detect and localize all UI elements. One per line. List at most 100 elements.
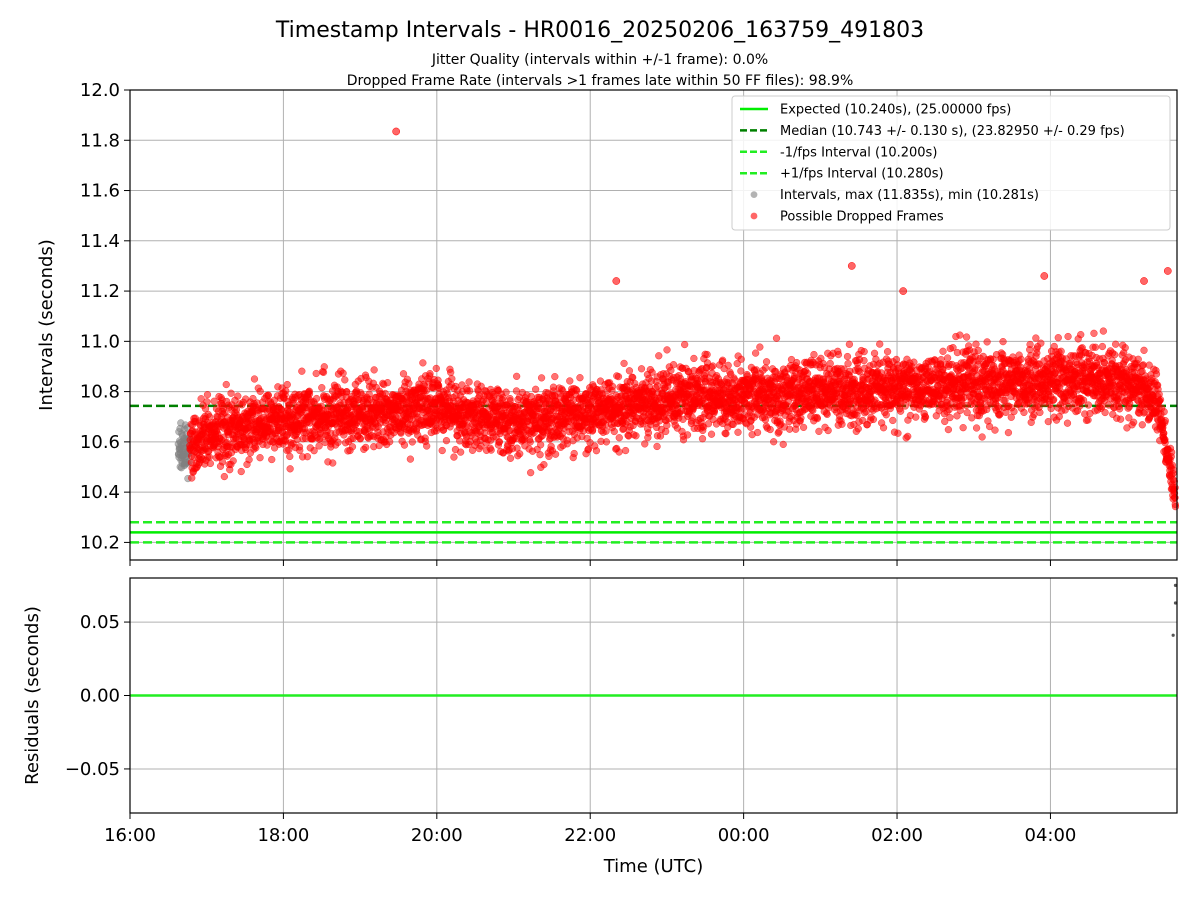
- dropped-frame-point: [584, 445, 593, 453]
- dropped-frame-point: [854, 425, 862, 433]
- dropped-frame-point: [1032, 334, 1040, 342]
- dropped-frame-point: [234, 392, 242, 400]
- dropped-frame-point: [531, 385, 540, 393]
- dropped-frame-point: [815, 427, 823, 436]
- dropped-frame-point: [956, 331, 964, 339]
- dropped-frame-point: [447, 368, 455, 377]
- dropped-frame-point: [1037, 339, 1045, 347]
- dropped-frame-point: [632, 432, 640, 440]
- dropped-frame-point: [939, 347, 947, 355]
- dropped-frame-point: [826, 359, 834, 368]
- dropped-frame-point: [991, 426, 999, 434]
- dropped-frame-point: [320, 363, 328, 371]
- dropped-frame-point: [1098, 342, 1107, 351]
- dropped-frame-point: [1057, 347, 1065, 355]
- dropped-frame-point: [343, 388, 351, 396]
- dropped-frame-point: [203, 398, 211, 406]
- dropped-frame-point: [983, 338, 991, 346]
- dropped-frame-point: [220, 472, 229, 481]
- dropped-frame-point: [889, 416, 897, 425]
- dropped-frame-point: [341, 376, 349, 384]
- dropped-frame-point: [707, 430, 716, 438]
- dropped-frame-point: [405, 379, 413, 387]
- dropped-frame-point: [502, 388, 510, 396]
- dropped-frame-point: [1054, 334, 1062, 342]
- dropped-frame-point: [737, 367, 745, 375]
- dropped-frame-point: [718, 356, 727, 364]
- dropped-frame-point: [312, 394, 321, 403]
- dropped-frame-point: [766, 425, 774, 434]
- dropped-frame-point: [876, 340, 884, 348]
- dropped-frame-point: [264, 391, 272, 399]
- dropped-frame-point: [527, 469, 535, 477]
- dropped-frame-point: [683, 431, 692, 439]
- dropped-frame-point: [751, 349, 760, 357]
- dropped-frame-point: [785, 425, 794, 433]
- dropped-frame-point: [734, 428, 742, 436]
- dropped-frame-point: [1121, 344, 1129, 352]
- dropped-frame-point: [408, 438, 416, 446]
- dropped-frame-point: [197, 395, 205, 403]
- dropped-frame-point: [615, 448, 623, 456]
- dropped-frame-point: [537, 374, 546, 382]
- dropped-frame-point: [690, 354, 698, 363]
- dropped-frame-point: [722, 430, 730, 438]
- dropped-frame-point: [370, 366, 378, 374]
- dropped-frame-point: [448, 375, 456, 383]
- dropped-frame-point: [709, 362, 717, 370]
- dropped-frame-point: [495, 438, 504, 446]
- dropped-frame-point: [756, 343, 764, 351]
- dropped-frame-point: [910, 358, 918, 366]
- dropped-frame-point: [516, 450, 524, 458]
- dropped-frame-point: [663, 421, 671, 430]
- dropped-frame-point: [1047, 404, 1055, 413]
- dropped-frame-point: [218, 458, 227, 466]
- dropped-frame-point: [465, 378, 473, 386]
- dropped-frame-point: [348, 443, 357, 451]
- dropped-frame-point: [227, 389, 235, 397]
- dropped-frame-point: [761, 364, 770, 372]
- dropped-frame-point: [256, 454, 264, 462]
- dropped-frame-point: [1050, 395, 1058, 404]
- dropped-frame-point: [1044, 417, 1052, 426]
- intervals-plot: 10.210.410.610.811.011.211.411.611.812.0…: [36, 80, 1180, 566]
- dropped-frame-point: [303, 453, 312, 461]
- dropped-frame-point: [1010, 407, 1018, 416]
- dropped-frame-point: [423, 442, 431, 450]
- dropped-frame-point: [655, 352, 663, 360]
- dropped-frame-point: [268, 455, 276, 464]
- dropped-frame-point: [974, 346, 982, 355]
- dropped-frame-point: [1084, 416, 1092, 424]
- dropped-frame-point: [644, 429, 653, 437]
- dropped-frame-point: [526, 438, 534, 446]
- dropped-frame-point: [813, 414, 822, 423]
- dropped-frame-point: [1004, 428, 1013, 437]
- dropped-frame-point: [901, 402, 909, 410]
- dropped-frame-point: [356, 435, 364, 443]
- dropped-frame-point: [799, 423, 808, 432]
- dropped-frame-point: [621, 446, 630, 455]
- dropped-frame-point: [641, 440, 649, 448]
- dropped-frame-point: [620, 359, 628, 368]
- dropped-frame-point: [442, 437, 451, 445]
- chart-subtitle-dropped: Dropped Frame Rate (intervals >1 frames …: [347, 73, 854, 89]
- dropped-frame-point: [1116, 405, 1124, 413]
- dropped-frame-point: [1077, 330, 1085, 339]
- dropped-frame-point: [608, 382, 617, 391]
- dropped-frame-point: [203, 391, 212, 399]
- dropped-frame-point: [1111, 340, 1120, 348]
- dropped-frame-point: [860, 356, 868, 365]
- dropped-frame-point: [737, 355, 745, 363]
- dropped-frame-point: [432, 364, 440, 373]
- dropped-frame-point: [946, 413, 954, 422]
- dropped-frame-point: [310, 447, 318, 455]
- dropped-frame-point: [237, 467, 245, 476]
- dropped-frame-point: [426, 370, 434, 378]
- dropped-frame-point: [972, 340, 980, 348]
- dropped-frame-point: [286, 452, 294, 461]
- dropped-frame-point: [210, 397, 218, 405]
- dropped-frame-point: [551, 372, 559, 381]
- dropped-frame-point: [450, 453, 458, 461]
- dropped-frame-point: [978, 433, 986, 441]
